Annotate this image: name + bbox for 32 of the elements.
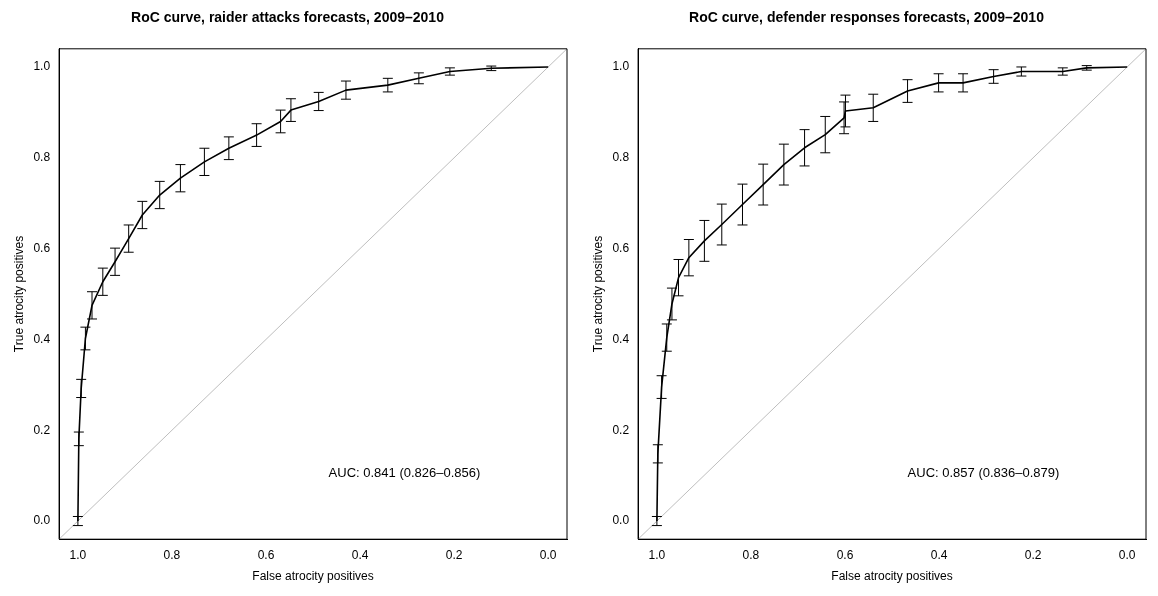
y-axis-title: True atrocity positives xyxy=(590,235,605,353)
x-tick-label: 0.8 xyxy=(163,547,181,562)
y-tick-label: 1.0 xyxy=(612,59,630,74)
x-tick-label: 0.0 xyxy=(539,547,557,562)
annotation: AUC: 0.841 (0.826–0.856) xyxy=(328,464,481,480)
y-tick-label: 0.6 xyxy=(612,240,630,255)
x-axis-title: False atrocity positives xyxy=(831,569,953,584)
y-tick-label: 0.8 xyxy=(612,150,630,165)
x-tick-label: 0.0 xyxy=(1118,547,1136,562)
y-axis-title: True atrocity positives xyxy=(11,235,26,353)
x-axis-title: False atrocity positives xyxy=(252,569,374,584)
y-tick-label: 0.0 xyxy=(33,513,51,528)
y-tick-label: 0.4 xyxy=(33,331,51,346)
x-tick-label: 0.4 xyxy=(930,547,948,562)
y-tick-label: 0.2 xyxy=(33,422,51,437)
x-tick-label: 0.2 xyxy=(1024,547,1042,562)
x-tick-label: 1.0 xyxy=(648,547,666,562)
y-tick-label: 1.0 xyxy=(33,59,51,74)
x-tick-label: 0.6 xyxy=(257,547,275,562)
x-tick-label: 0.6 xyxy=(836,547,854,562)
y-tick-label: 0.8 xyxy=(33,150,51,165)
y-tick-label: 0.0 xyxy=(612,513,630,528)
x-tick-label: 0.4 xyxy=(351,547,369,562)
x-tick-label: 0.2 xyxy=(445,547,463,562)
x-tick-label: 0.8 xyxy=(742,547,760,562)
y-tick-label: 0.4 xyxy=(612,331,630,346)
x-tick-label: 1.0 xyxy=(69,547,87,562)
chart-title: RoC curve, raider attacks forecasts, 2009–2010 xyxy=(131,9,445,26)
annotation: AUC: 0.857 (0.836–0.879) xyxy=(907,464,1060,480)
chart-title: RoC curve, defender responses forecasts, 2009–2010 xyxy=(689,9,1045,26)
y-tick-label: 0.6 xyxy=(33,240,51,255)
y-tick-label: 0.2 xyxy=(612,422,630,437)
